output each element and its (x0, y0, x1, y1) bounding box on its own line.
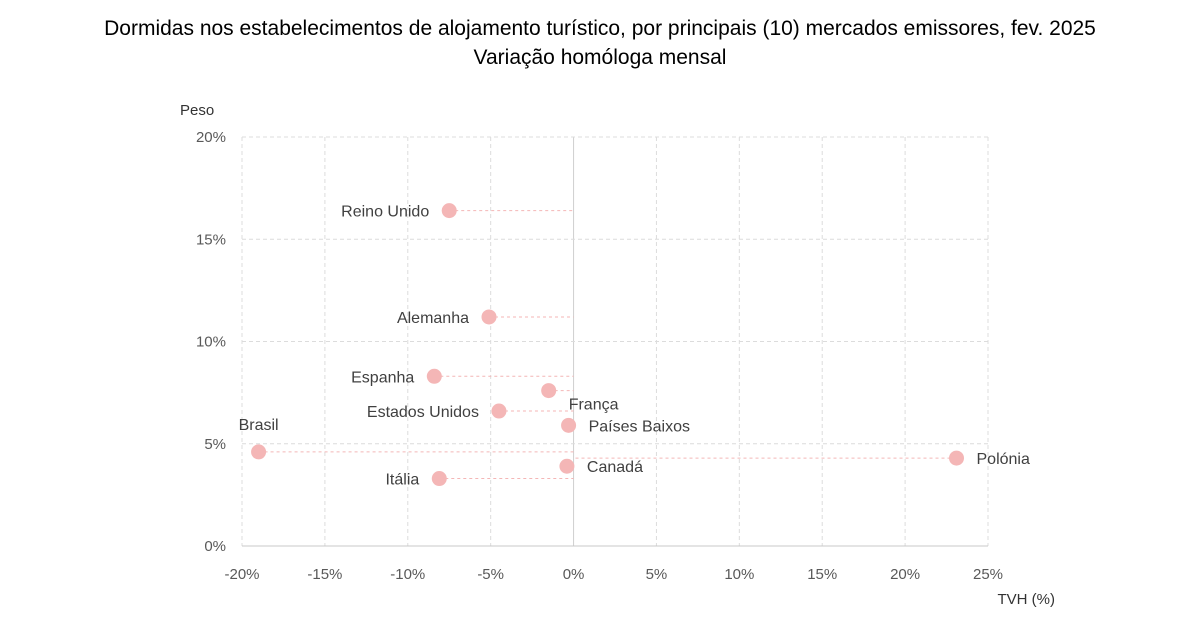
connector-layer (258, 210, 957, 480)
x-tick-label: 10% (724, 566, 754, 583)
x-tick-label: -20% (224, 566, 259, 583)
data-point-label: Alemanha (397, 310, 469, 327)
data-point (949, 450, 965, 466)
tick-layer: -20% -15% -10% -5% 0% 5% 10% 15% 20% 25% 0% 5% 10% 15… (196, 129, 1003, 583)
y-tick-label: 0% (204, 538, 226, 555)
data-point-label: Países Baixos (589, 418, 690, 435)
y-tick-label: 15% (196, 231, 226, 248)
x-tick-label: 5% (646, 566, 668, 583)
data-point (441, 203, 457, 219)
data-point (541, 383, 557, 399)
chart-subtitle: Variação homóloga mensal (473, 46, 727, 69)
x-tick-label: -10% (390, 566, 425, 583)
data-point (559, 458, 575, 474)
x-tick-label: -5% (477, 566, 504, 583)
x-tick-label: -15% (307, 566, 342, 583)
x-axis-label: TVH (%) (998, 591, 1056, 608)
data-point-label: Polónia (977, 451, 1030, 468)
data-point-label: Estados Unidos (367, 404, 479, 421)
data-point (251, 444, 267, 460)
chart-title-block: Dormidas nos estabelecimentos de alojame… (0, 14, 1200, 72)
y-tick-label: 20% (196, 129, 226, 146)
data-point (431, 471, 447, 487)
y-tick-label: 5% (204, 436, 226, 453)
data-point-label: Brasil (239, 417, 279, 434)
point-layer (251, 203, 965, 487)
data-point (481, 309, 497, 325)
y-axis-label: Peso (180, 102, 214, 119)
label-layer: Reino Unido Alemanha Espanha França Estados … (239, 204, 1030, 489)
y-tick-label: 10% (196, 334, 226, 351)
grid-layer (241, 136, 989, 547)
x-tick-label: 0% (563, 566, 585, 583)
data-point (426, 368, 442, 384)
data-point-label: Reino Unido (341, 204, 429, 221)
x-tick-label: 25% (973, 566, 1003, 583)
data-point (491, 403, 507, 419)
data-point-label: Itália (385, 472, 419, 489)
x-tick-label: 15% (807, 566, 837, 583)
x-tick-label: 20% (890, 566, 920, 583)
data-point-label: França (569, 397, 619, 414)
chart-title: Dormidas nos estabelecimentos de alojame… (104, 17, 1096, 40)
data-point-label: Espanha (351, 369, 414, 386)
data-point-label: Canadá (587, 459, 643, 476)
data-point (561, 417, 577, 433)
